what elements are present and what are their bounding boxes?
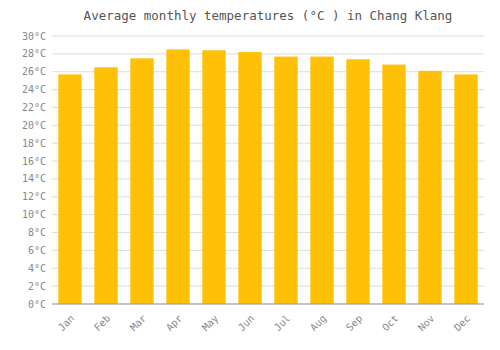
y-tick-label: 8°C xyxy=(28,227,46,238)
bar xyxy=(166,49,189,304)
x-tick-label: May xyxy=(200,313,221,334)
bar xyxy=(418,71,441,304)
y-tick-label: 30°C xyxy=(22,31,46,42)
y-tick-label: 2°C xyxy=(28,281,46,292)
x-tick-label: Jul xyxy=(272,313,293,334)
title: Average monthly temperatures (°C ) in Ch… xyxy=(84,8,453,23)
bar xyxy=(454,74,477,304)
x-tick-label: Apr xyxy=(164,313,185,334)
bar xyxy=(274,57,297,304)
y-tick-labels: 0°C 2°C 4°C 6°C 8°C 10°C 12°C 14°C 16°C 18°C 20°C 2… xyxy=(22,31,46,310)
y-tick-label: 16°C xyxy=(22,156,46,167)
y-tick-label: 20°C xyxy=(22,120,46,131)
x-tick-label: Feb xyxy=(92,313,113,334)
y-tick-label: 10°C xyxy=(22,209,46,220)
y-grid xyxy=(52,36,484,304)
grid-line xyxy=(52,53,484,54)
bar xyxy=(346,59,369,304)
y-tick-label: 14°C xyxy=(22,173,46,184)
x-tick-label: Jun xyxy=(236,313,257,334)
bar xyxy=(58,74,81,304)
bar xyxy=(382,65,405,304)
x-tick-label: Mar xyxy=(128,313,149,334)
x-tick-label: Sep xyxy=(344,313,365,334)
bar xyxy=(94,67,117,304)
grid-line xyxy=(52,304,484,305)
x-tick-label: Jan xyxy=(56,313,77,334)
y-tick-label: 24°C xyxy=(22,84,46,95)
y-tick-label: 18°C xyxy=(22,138,46,149)
y-tick-label: 26°C xyxy=(22,66,46,77)
x-tick-label: Dec xyxy=(452,313,473,334)
bars xyxy=(58,49,477,304)
bar xyxy=(238,52,261,304)
chart: 0°C 2°C 4°C 6°C 8°C 10°C 12°C 14°C 16°C 18°C 20°C 2… xyxy=(0,0,500,350)
y-tick-label: 4°C xyxy=(28,263,46,274)
x-tick-label: Nov xyxy=(416,313,437,334)
y-tick-label: 22°C xyxy=(22,102,46,113)
y-tick-label: 28°C xyxy=(22,48,46,59)
y-tick-label: 12°C xyxy=(22,191,46,202)
grid-line xyxy=(52,36,484,37)
y-tick-label: 0°C xyxy=(28,299,46,310)
x-tick-label: Oct xyxy=(380,313,401,334)
bar xyxy=(310,57,333,304)
x-tick-label: Aug xyxy=(308,313,329,334)
bar xyxy=(202,50,225,304)
y-tick-label: 6°C xyxy=(28,245,46,256)
x-axis-line xyxy=(52,304,484,305)
bar xyxy=(130,58,153,304)
x-tick-labels: Jan Feb Mar Apr May Jun Jul Aug Sep Oct Nov Dec xyxy=(56,313,473,334)
chart-container: 0°C 2°C 4°C 6°C 8°C 10°C 12°C 14°C 16°C 18°C 20°C 2… xyxy=(0,0,500,350)
